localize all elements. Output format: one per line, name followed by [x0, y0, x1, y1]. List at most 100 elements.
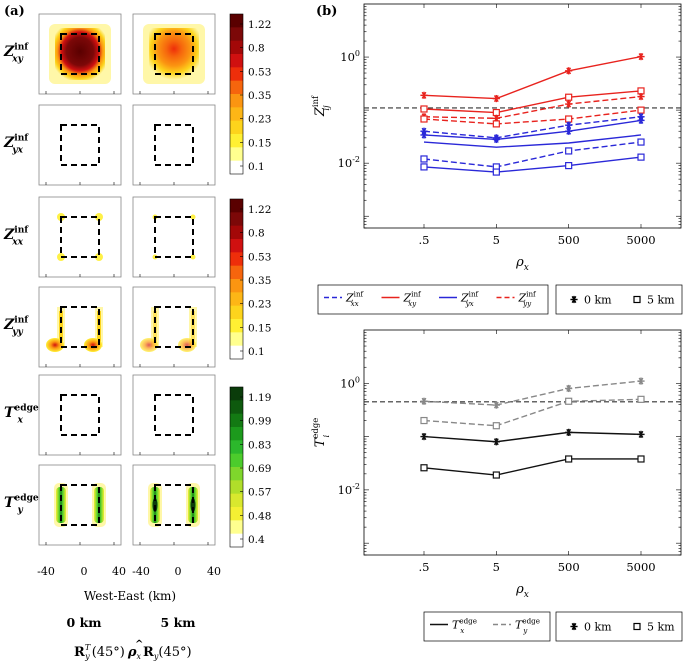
map-zyx-0km	[38, 104, 122, 186]
marker-legend: 0 km 5 km	[555, 284, 683, 315]
caption-r1: R	[74, 645, 85, 660]
series-z_yx-extra	[423, 134, 642, 148]
map-row-label: Zinf yx	[3, 133, 29, 156]
map-zxy-0km	[38, 13, 122, 95]
colorbar-tick-label: 0.53	[248, 66, 271, 78]
colorbar-segment	[230, 467, 243, 481]
y-tick-label: 10-2	[338, 482, 360, 497]
x-tick-label: 5	[493, 233, 500, 247]
map-xtick-label: -40	[37, 565, 55, 578]
map-zxx-0km	[38, 196, 122, 278]
legend-entry-label: Tedge y	[515, 617, 540, 635]
colorbar-segment	[230, 120, 243, 135]
colorbar-frame	[229, 13, 244, 175]
colorbar-tick-label: 0.4	[248, 534, 265, 546]
star-marker	[565, 127, 573, 135]
colorbar-segment	[230, 387, 243, 401]
star-marker	[570, 622, 578, 631]
series-z_yy-0-km	[420, 92, 645, 122]
map-xtick-label: 0	[81, 565, 88, 578]
star-marker	[565, 67, 573, 75]
colorbar-segment	[230, 225, 243, 240]
caption-hat: ^	[135, 639, 143, 650]
caption-r1-sub: y	[84, 652, 90, 661]
square-marker	[637, 395, 645, 403]
series-t_x-0-km	[420, 428, 645, 446]
y-axis-label: Tedgei	[310, 418, 331, 447]
colorbar-tick-label: 0.1	[248, 346, 265, 358]
map-background	[39, 287, 121, 367]
field-edge	[94, 487, 104, 523]
x-tick-label: 5000	[626, 233, 655, 247]
legend-entry-label: Tedge x	[452, 617, 477, 635]
square-marker	[492, 471, 500, 479]
colorbar-tick-label: 0.1	[248, 161, 265, 173]
star-marker	[637, 116, 645, 124]
colorbar-segment	[230, 160, 243, 175]
star-marker	[637, 92, 645, 101]
plot-frame	[363, 3, 682, 229]
colorbar-segment	[230, 239, 243, 253]
map-row-label: Zinf xy	[3, 42, 29, 65]
square-marker	[492, 108, 500, 117]
series-legend: Tedge x Tedge y	[423, 611, 551, 642]
star-marker	[637, 377, 645, 385]
colorbar-frame	[229, 386, 244, 548]
star-marker	[565, 100, 573, 108]
square-marker	[637, 153, 645, 161]
block-outline	[60, 216, 100, 258]
colorbar-tick-label: 1.22	[248, 19, 271, 31]
colorbar-segment	[230, 67, 243, 82]
series-z_yx-0-km	[420, 116, 645, 144]
series-line	[423, 398, 642, 427]
series-t_y-0-km	[420, 377, 645, 409]
map-background	[133, 465, 215, 545]
colorbar-segment	[230, 319, 243, 333]
colorbar-segment	[230, 27, 243, 42]
legend-frame	[423, 611, 551, 642]
map-x-axis: -40 0 40 -40 0 40 West-East (km)	[37, 565, 221, 603]
colorbar-segment	[230, 400, 243, 415]
series-line	[423, 431, 642, 443]
square-marker	[637, 455, 645, 463]
field-edge-core	[191, 311, 195, 343]
colorbar-segment	[230, 80, 243, 95]
square-marker	[633, 295, 641, 304]
block-outline	[60, 484, 100, 526]
star-marker	[565, 121, 573, 129]
map-zyx-5km	[132, 104, 216, 186]
colorbar-segment	[230, 212, 243, 227]
legend-entry-label: Zinf xy	[403, 290, 423, 308]
square-marker	[565, 161, 573, 170]
field-corner	[95, 253, 103, 261]
star-marker	[637, 53, 645, 61]
tipper-chart: 100 10-2 .5 5 500 5000 ρx Tedgei Tedge x Tedge y 0 k…	[310, 329, 683, 642]
colorbar-tick-label: 0.48	[248, 510, 271, 522]
caption-r2-sub: y	[153, 652, 159, 661]
colorbars: 1.22 0.8 0.53 0.35 0.23 0.15 0.1 1.22 0.8 0.53 0.3…	[229, 13, 271, 548]
colorbar-segment	[230, 413, 243, 428]
field-corner	[84, 338, 102, 352]
colorbar-segment	[230, 305, 243, 320]
square-marker	[420, 115, 428, 123]
caption-rho-sub: x	[137, 652, 142, 661]
series-line	[423, 156, 642, 173]
square-marker	[565, 93, 573, 101]
map-xlabel: West-East (km)	[84, 589, 176, 603]
square-marker	[420, 464, 428, 472]
x-tick-label: 500	[558, 233, 580, 247]
block-outline	[60, 124, 100, 166]
square-marker	[492, 120, 500, 128]
map-zyy-0km	[38, 286, 122, 368]
colorbar-segment	[230, 427, 243, 441]
plot-frame	[363, 329, 682, 556]
star-marker	[420, 131, 428, 139]
colorbar-segment	[230, 533, 243, 548]
colorbar-segment	[230, 134, 243, 148]
map-row-label: Tedge x	[4, 403, 39, 426]
block-outline	[154, 33, 194, 75]
legend-entry-label: Zinf xx	[345, 290, 365, 308]
star-marker	[637, 430, 645, 438]
map-xtick-label: -40	[132, 565, 150, 578]
